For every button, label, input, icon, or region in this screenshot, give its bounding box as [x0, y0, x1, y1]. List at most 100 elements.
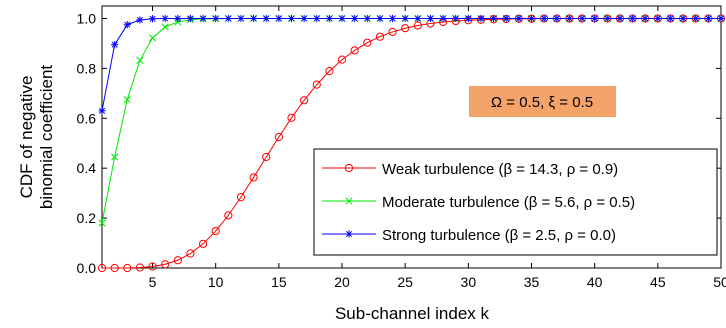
data-point-strong [388, 14, 397, 23]
data-point-strong [136, 16, 144, 24]
legend: Weak turbulence (β = 14.3, ρ = 0.9) Mode… [313, 148, 718, 256]
data-point-moderate [98, 219, 106, 227]
data-point-strong [515, 14, 523, 23]
legend-swatch-weak [322, 163, 376, 173]
data-point-weak [337, 55, 347, 64]
data-point-weak [161, 260, 170, 269]
y-tick-label: 0.4 [77, 160, 97, 176]
data-point-strong [616, 14, 624, 23]
x-tick-label: 30 [461, 274, 477, 290]
legend-marker-strong [345, 230, 353, 238]
data-point-strong [717, 14, 725, 23]
data-point-weak [211, 226, 220, 236]
data-point-weak [350, 46, 359, 55]
legend-swatch-moderate [322, 197, 376, 205]
data-point-strong [325, 14, 333, 23]
data-point-weak [148, 262, 157, 271]
x-tick-label: 50 [713, 274, 726, 290]
data-point-strong [148, 15, 157, 23]
data-point-strong [426, 14, 435, 23]
data-point-strong [666, 14, 675, 23]
data-point-moderate [111, 153, 119, 161]
x-tick-label: 10 [208, 274, 224, 290]
data-point-strong [313, 14, 321, 23]
x-tick-label: 35 [524, 274, 540, 290]
data-point-strong [591, 14, 599, 23]
data-point-weak [123, 263, 132, 273]
data-point-strong [540, 14, 548, 23]
legend-label-weak: Weak turbulence (β = 14.3, ρ = 0.9) [382, 161, 618, 178]
data-point-weak [363, 38, 372, 47]
data-point-strong [111, 41, 119, 49]
data-point-weak [236, 193, 246, 202]
data-point-weak [186, 249, 195, 258]
x-tick-label: 5 [149, 274, 157, 290]
data-point-strong [262, 14, 270, 23]
data-point-weak [274, 132, 283, 142]
data-point-strong [300, 14, 308, 23]
data-point-weak [300, 96, 309, 105]
legend-box [313, 148, 718, 256]
x-tick-label: 40 [587, 274, 603, 290]
data-point-strong [477, 14, 485, 23]
data-point-weak [401, 24, 410, 33]
y-tick-label: 0.0 [77, 260, 97, 276]
data-point-strong [199, 14, 207, 23]
data-point-strong [527, 14, 536, 23]
data-point-strong [351, 14, 359, 23]
y-axis-label-line-1: CDF of negative [17, 76, 36, 199]
data-point-weak [198, 239, 208, 248]
legend-label-strong: Strong turbulence (β = 2.5, ρ = 0.0) [382, 227, 616, 244]
data-point-strong [224, 14, 232, 23]
data-point-strong [679, 14, 687, 23]
y-axis-label-line-2: binomial coefficient [37, 65, 56, 210]
data-point-strong [275, 14, 283, 23]
data-point-strong [553, 14, 561, 23]
data-point-strong [174, 14, 182, 23]
data-point-weak [388, 27, 397, 37]
data-point-weak [249, 173, 258, 182]
data-point-strong [186, 14, 195, 23]
data-point-strong [565, 14, 574, 23]
data-point-strong [123, 21, 131, 29]
x-tick-label: 15 [271, 274, 287, 290]
data-point-strong [363, 14, 371, 23]
data-point-strong [249, 14, 258, 23]
data-point-weak [375, 32, 385, 41]
data-point-strong [578, 14, 586, 23]
data-point-weak [135, 263, 144, 272]
data-point-strong [692, 14, 700, 23]
y-axis: 0.0 0.2 0.4 0.6 0.8 1.0 [77, 10, 721, 276]
y-tick-label: 1.0 [77, 10, 97, 26]
legend-marker-moderate [345, 197, 353, 205]
data-point-strong [628, 14, 637, 23]
data-point-strong [161, 14, 169, 23]
data-point-strong [376, 14, 384, 23]
data-point-weak [97, 263, 107, 273]
data-point-weak [262, 152, 271, 162]
data-point-strong [439, 14, 447, 23]
data-point-strong [502, 14, 510, 23]
data-point-weak [224, 211, 233, 220]
data-point-strong [98, 107, 106, 115]
x-axis: 5 10 15 20 25 30 35 40 45 50 [149, 6, 726, 290]
data-point-moderate [161, 23, 169, 31]
series-layer [97, 14, 726, 273]
data-point-weak [110, 263, 119, 273]
data-point-strong [603, 14, 611, 23]
data-point-strong [338, 14, 346, 23]
data-point-strong [654, 14, 662, 23]
x-axis-label: Sub-channel index k [335, 304, 490, 323]
data-point-weak [325, 67, 334, 76]
x-tick-label: 45 [650, 274, 666, 290]
x-tick-label: 20 [334, 274, 350, 290]
data-point-strong [401, 14, 409, 23]
data-point-strong [641, 14, 649, 23]
data-point-weak [312, 80, 321, 89]
legend-label-moderate: Moderate turbulence (β = 5.6, ρ = 0.5) [382, 194, 635, 211]
data-point-moderate [123, 96, 131, 104]
legend-swatch-strong [322, 230, 376, 238]
series-strong [98, 14, 725, 115]
